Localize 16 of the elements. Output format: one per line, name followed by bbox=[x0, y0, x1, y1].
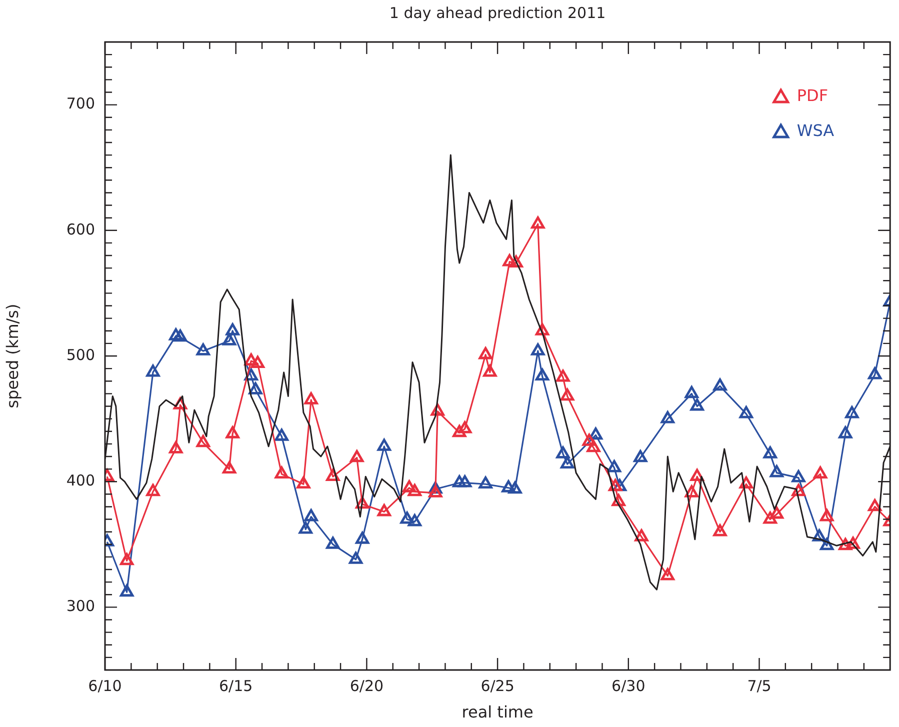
y-tick-label: 700 bbox=[66, 94, 95, 113]
x-axis-title: real time bbox=[462, 702, 534, 722]
legend-label: PDF bbox=[796, 86, 828, 106]
y-tick-label: 600 bbox=[66, 220, 95, 238]
y-axis-title: speed (km/s) bbox=[2, 304, 22, 408]
y-tick-label: 500 bbox=[66, 346, 95, 364]
x-tick-label: 6/15 bbox=[219, 676, 253, 695]
x-tick-label: 6/20 bbox=[350, 676, 384, 695]
y-tick-label: 400 bbox=[66, 471, 95, 490]
y-tick-label: 300 bbox=[66, 597, 95, 616]
x-tick-label: 6/25 bbox=[480, 676, 514, 695]
x-tick-label: 7/5 bbox=[747, 676, 772, 695]
x-tick-label: 6/10 bbox=[88, 676, 122, 695]
legend-label: WSA bbox=[796, 121, 834, 140]
chart-title: 1 day ahead prediction 2011 bbox=[389, 4, 606, 22]
x-tick-label: 6/30 bbox=[612, 676, 646, 695]
